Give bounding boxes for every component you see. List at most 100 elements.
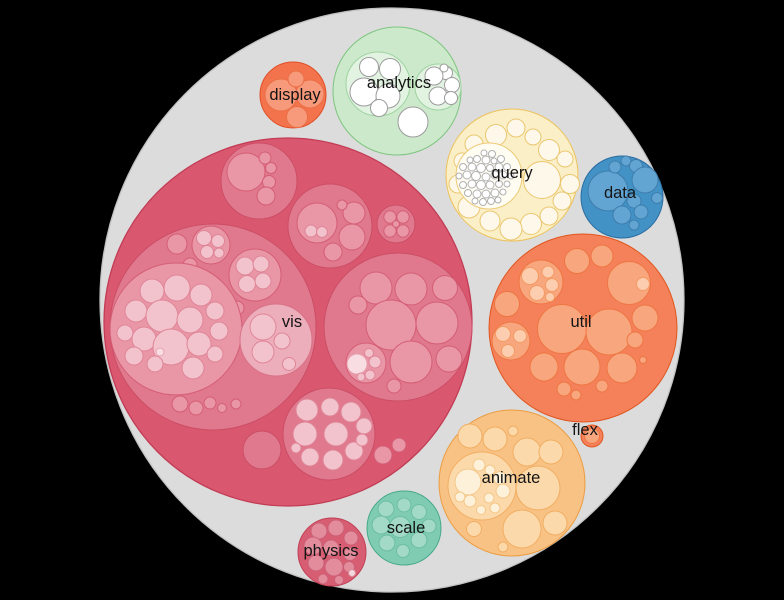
query-7-circle[interactable]	[552, 191, 572, 211]
vis-6-10-circle[interactable]	[355, 433, 369, 447]
vis-3-5-3-circle[interactable]	[124, 299, 148, 323]
query-1-circle[interactable]	[506, 118, 526, 138]
physics-4-circle[interactable]	[322, 539, 340, 557]
vis-3-6-circle[interactable]	[171, 395, 189, 413]
analytics-1-1-circle[interactable]	[424, 66, 444, 86]
query-16-32-circle[interactable]	[479, 198, 487, 206]
animate-7-circle[interactable]	[502, 509, 542, 549]
animate-5-8-circle[interactable]	[489, 502, 501, 514]
vis-3-5-0-circle[interactable]	[139, 278, 165, 304]
vis-2-4-circle[interactable]	[392, 220, 400, 228]
util-6-circle[interactable]	[537, 304, 587, 354]
vis-6-1-circle[interactable]	[320, 397, 340, 417]
scale-2-circle[interactable]	[411, 504, 427, 520]
query-16-17-circle[interactable]	[490, 170, 500, 180]
animate-5-2-circle[interactable]	[484, 464, 496, 476]
analytics-1-2-circle[interactable]	[444, 77, 460, 93]
util-5-2-circle[interactable]	[501, 344, 515, 358]
vis-1-1-circle[interactable]	[338, 223, 366, 251]
vis-5-7-circle[interactable]	[435, 345, 463, 373]
vis-4-3-circle[interactable]	[282, 357, 296, 371]
query-16-7-circle[interactable]	[459, 163, 467, 171]
vis-5-9-3-circle[interactable]	[364, 369, 376, 381]
analytics-0-4-circle[interactable]	[370, 99, 388, 117]
query-16-1-circle[interactable]	[488, 150, 496, 158]
scale-7-circle[interactable]	[378, 534, 396, 552]
util-15-circle[interactable]	[595, 379, 609, 393]
vis-7-circle[interactable]	[242, 430, 282, 470]
vis-3-5-4-circle[interactable]	[145, 299, 179, 333]
scale-8-circle[interactable]	[396, 544, 410, 558]
query-16-11-circle[interactable]	[494, 162, 504, 172]
display-2-circle[interactable]	[287, 70, 305, 88]
animate-1-circle[interactable]	[482, 426, 508, 452]
vis-6-7-circle[interactable]	[300, 447, 320, 467]
util-10-circle[interactable]	[529, 352, 559, 382]
vis-3-5-11-circle[interactable]	[209, 321, 229, 341]
util-0-1-circle[interactable]	[541, 265, 555, 279]
vis-0-1-circle[interactable]	[258, 151, 272, 165]
query-16-33-circle[interactable]	[487, 197, 495, 205]
util-0-3-circle[interactable]	[529, 285, 545, 301]
vis-3-5-13-circle[interactable]	[146, 355, 164, 373]
vis-4-1-circle[interactable]	[251, 340, 275, 364]
vis-5-3-circle[interactable]	[348, 295, 368, 315]
query-2-circle[interactable]	[524, 128, 542, 146]
query-16-30-circle[interactable]	[499, 188, 507, 196]
analytics-0-0-circle[interactable]	[359, 57, 379, 77]
vis-0-4-circle[interactable]	[256, 186, 276, 206]
data-8-circle[interactable]	[633, 204, 649, 220]
query-11-circle[interactable]	[479, 210, 501, 232]
vis-5-9-4-circle[interactable]	[356, 372, 366, 382]
query-16-24-circle[interactable]	[495, 180, 503, 188]
animate-5-5-circle[interactable]	[483, 492, 495, 504]
scale-1-circle[interactable]	[396, 497, 412, 513]
vis-3-5-12-circle[interactable]	[124, 346, 144, 366]
animate-4-circle[interactable]	[538, 439, 564, 465]
analytics-2-circle[interactable]	[397, 106, 429, 138]
animate-6-circle[interactable]	[515, 465, 561, 511]
query-16-26-circle[interactable]	[464, 189, 472, 197]
vis-1-3-circle[interactable]	[323, 242, 343, 262]
query-16-13-circle[interactable]	[455, 172, 463, 180]
vis-3-5-14-circle[interactable]	[181, 356, 205, 380]
vis-3-3-3-circle[interactable]	[213, 247, 225, 259]
analytics-1-5-circle[interactable]	[439, 63, 449, 73]
physics-3-circle[interactable]	[303, 536, 323, 556]
display-3-circle[interactable]	[286, 106, 308, 128]
util-3-0-circle[interactable]	[636, 277, 650, 291]
util-3-circle[interactable]	[607, 261, 651, 305]
query-10-circle[interactable]	[499, 217, 523, 241]
vis-6-6-circle[interactable]	[290, 442, 302, 454]
animate-3-circle[interactable]	[512, 437, 542, 467]
vis-1-0-circle[interactable]	[296, 202, 338, 244]
animate-0-circle[interactable]	[457, 423, 483, 449]
data-0-circle[interactable]	[587, 170, 629, 212]
vis-2-0-circle[interactable]	[383, 210, 397, 224]
data-3-circle[interactable]	[608, 160, 622, 174]
util-14-circle[interactable]	[570, 389, 582, 401]
vis-3-3-2-circle[interactable]	[200, 245, 214, 259]
query-16-0-circle[interactable]	[480, 149, 488, 157]
vis-3-3-circle[interactable]	[191, 225, 231, 265]
vis-2-3-circle[interactable]	[396, 224, 410, 238]
vis-0-3-circle[interactable]	[262, 175, 276, 189]
vis-0-0-circle[interactable]	[226, 152, 266, 192]
physics-1-circle[interactable]	[327, 519, 345, 537]
data-9-circle[interactable]	[628, 219, 640, 231]
vis-5-5-circle[interactable]	[415, 301, 459, 345]
query-4-circle[interactable]	[556, 150, 574, 168]
query-16-14-circle[interactable]	[462, 170, 472, 180]
physics-5-circle[interactable]	[343, 547, 357, 561]
util-12-circle[interactable]	[606, 352, 638, 384]
data-5-circle[interactable]	[651, 192, 663, 204]
query-16-12-circle[interactable]	[503, 163, 511, 171]
vis-1-0-0-circle[interactable]	[304, 224, 318, 238]
animate-5-1-circle[interactable]	[472, 458, 486, 472]
vis-3-10-circle[interactable]	[230, 398, 242, 410]
animate-5-7-circle[interactable]	[476, 505, 486, 515]
physics-6-circle[interactable]	[307, 554, 325, 572]
data-7-circle[interactable]	[612, 205, 632, 225]
query-16-9-circle[interactable]	[476, 163, 486, 173]
util-0-2-circle[interactable]	[545, 278, 559, 292]
